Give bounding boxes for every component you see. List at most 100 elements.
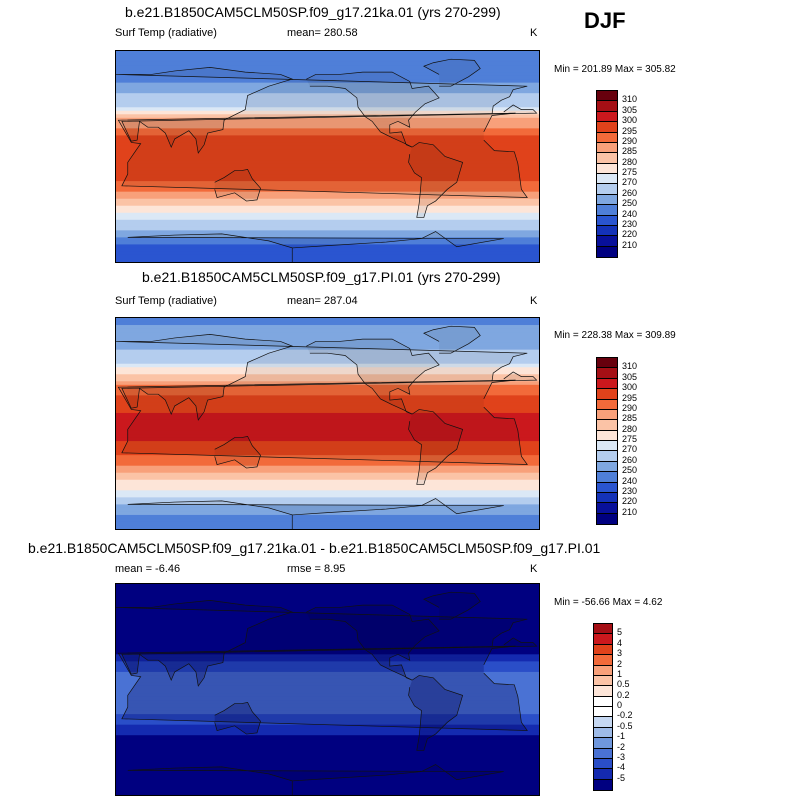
field-band (116, 728, 539, 733)
coastline (116, 67, 538, 154)
field-band (116, 493, 539, 498)
coastline (127, 498, 504, 529)
field-band (116, 511, 539, 516)
colorbar-cell (597, 482, 617, 493)
land-shading (214, 436, 261, 469)
colorbar-tick-label: -1 (617, 731, 626, 742)
colorbar-tick-label: 210 (622, 506, 638, 517)
colorbar-tick-label: 310 (622, 94, 638, 105)
field-band (116, 367, 539, 372)
field-band (116, 504, 539, 509)
field-band (116, 654, 539, 659)
field-band (116, 110, 539, 115)
colorbar-tick-label: 275 (622, 434, 638, 444)
colorbar-cell (597, 246, 617, 257)
field-band (116, 742, 539, 747)
colorbar-cell (597, 122, 617, 133)
panel-2-minmax: Min = 228.38 Max = 309.89 (554, 330, 676, 341)
colorbar-cell (597, 420, 617, 431)
coastline (117, 645, 528, 731)
field-band (116, 356, 539, 361)
field-band (116, 619, 539, 624)
colorbar-cell (594, 634, 612, 645)
colorbar-tick-label: 250 (622, 198, 638, 209)
field-band (116, 633, 539, 638)
colorbar-tick-label: 250 (622, 465, 638, 476)
colorbar-tick-label: 305 (622, 104, 638, 115)
colorbar-tick-label: -0.5 (617, 720, 633, 731)
colorbar-tick-label: 260 (622, 454, 638, 465)
field-band (116, 507, 539, 513)
colorbar-cell (594, 769, 612, 780)
field-band (116, 191, 539, 196)
field-band (116, 773, 539, 779)
colorbar-cell (597, 513, 617, 524)
colorbar-tick-label: 240 (622, 208, 638, 219)
field-band (116, 745, 539, 750)
field-band (116, 643, 539, 648)
field-band (116, 738, 539, 743)
colorbar-cell (597, 358, 617, 369)
colorbar-cell (597, 378, 617, 390)
field-band (116, 149, 539, 154)
colorbar-cell (597, 111, 617, 123)
field-band (116, 163, 539, 168)
field-band (116, 671, 539, 677)
field-band (116, 525, 539, 529)
colorbar-tick-label: 220 (622, 229, 638, 240)
field-band (116, 100, 539, 105)
field-band (116, 188, 539, 193)
colorbar-cell (597, 441, 617, 452)
field-band (116, 353, 539, 358)
field-band (116, 608, 539, 613)
field-band (116, 128, 539, 133)
field-band (116, 427, 539, 432)
land-shading (423, 326, 481, 354)
field-band (116, 430, 539, 435)
panel-2-title: b.e21.B1850CAM5CLM50SP.f09_g17.PI.01 (yr… (142, 269, 501, 285)
field-band (116, 89, 539, 94)
field-band (116, 777, 539, 782)
colorbar-cell (597, 163, 617, 174)
panel-1-colorbar (596, 90, 618, 258)
coastline (116, 334, 538, 421)
field-band (116, 93, 539, 98)
colorbar-tick-label: 275 (622, 167, 638, 177)
field-band (116, 145, 539, 151)
land-shading (408, 142, 463, 218)
colorbar-cell (597, 430, 617, 441)
coastline (127, 764, 504, 795)
panel-2-map (115, 317, 540, 530)
land-shading (408, 409, 463, 485)
field-band (116, 54, 539, 59)
panel-1-map (115, 50, 540, 263)
colorbar-cell (597, 205, 617, 216)
field-band (116, 363, 539, 368)
field-band (116, 521, 539, 527)
field-band (116, 167, 539, 172)
field-band (116, 598, 539, 603)
field-band (116, 448, 539, 453)
field-band (116, 685, 539, 691)
field-band (116, 160, 539, 165)
land-shading (127, 498, 504, 529)
field-band (116, 332, 539, 337)
colorbar-tick-label: -2 (617, 741, 626, 752)
field-band (116, 223, 539, 228)
colorbar-cell (597, 225, 617, 237)
field-band (116, 763, 539, 768)
field-band (116, 479, 539, 484)
colorbar-cell (597, 399, 617, 410)
field-band (116, 703, 539, 708)
field-band (116, 451, 539, 456)
colorbar-cell (597, 142, 617, 154)
field-band (116, 500, 539, 505)
field-band (116, 465, 539, 470)
colorbar-cell (594, 644, 612, 656)
coastline (127, 231, 504, 262)
field-band (116, 409, 539, 414)
field-band (116, 689, 539, 694)
field-band (116, 349, 539, 354)
field-band (116, 79, 539, 84)
field-band (116, 244, 539, 249)
